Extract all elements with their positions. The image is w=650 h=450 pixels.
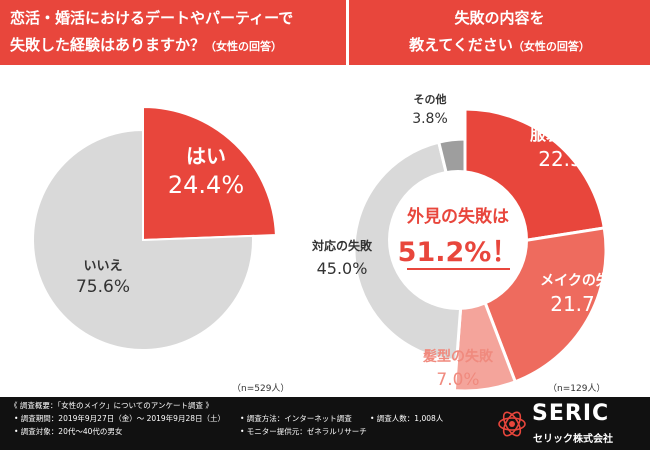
pie2-label-name-3: 対応の失敗 (311, 238, 373, 253)
pie1-label-0: はい 24.4% (168, 144, 244, 199)
pie1-label-value-1: 75.6% (76, 277, 130, 297)
pie2-label-2: 髪型の失敗 7.0% (422, 348, 494, 390)
pie1-label-value-0: 24.4% (168, 171, 244, 199)
pie1-sample-size: （n=529人） (232, 383, 289, 394)
pie1-label-name-1: いいえ (83, 259, 122, 274)
pie2-label-value-0: 22.5% (538, 147, 602, 171)
pie1-slice-1 (32, 128, 254, 351)
pie1-label-name-0: はい (186, 144, 226, 168)
pie2-sample-size: （n=129人） (548, 383, 605, 394)
pie1-slice-0 (142, 105, 277, 242)
right-header-note: （女性の回答） (512, 40, 590, 53)
survey-provider: • モニター提供元：ゼネラルリサーチ (240, 427, 367, 436)
right-header-line2: 教えてください（女性の回答） (349, 36, 650, 56)
right-header-line1: 失敗の内容を (454, 9, 545, 27)
survey-method: • 調査方法：インターネット調査 (240, 414, 352, 423)
pie2-label-0: 服装の失敗 22.5% (530, 125, 611, 171)
pie2-label-name-4: その他 (414, 92, 447, 106)
pie2-callout-circle (388, 170, 528, 310)
seric-logo-text: SERIC (532, 401, 610, 426)
pie2-callout-line1: 外見の失敗は (407, 206, 509, 227)
survey-target: • 調査対象：20代～40代の男女 (14, 427, 123, 436)
pie2-label-4: その他 3.8% (412, 92, 448, 127)
pie2-label-name-0: 服装の失敗 (530, 125, 611, 144)
pie2-label-name-1: メイクの失敗 (540, 272, 625, 289)
survey-period: • 調査期間：2019年9月27日（金）～ 2019年9月28日（土） (14, 414, 225, 423)
pie1-label-1: いいえ 75.6% (76, 259, 130, 297)
pie2-label-value-3: 45.0% (317, 259, 368, 278)
left-header-line1: 恋活・婚活におけるデートやパーティーで (10, 9, 294, 27)
pie2-label-value-2: 7.0% (436, 370, 479, 390)
left-header: 恋活・婚活におけるデートやパーティーで 失敗した経験はありますか？（女性の回答） (0, 0, 346, 65)
pie2-label-3: 対応の失敗 45.0% (311, 238, 373, 278)
right-header-question: 教えてください (409, 36, 513, 54)
company-name: セリック株式会社 (533, 434, 613, 445)
pie2-callout-line2: 51.2%！ (398, 237, 519, 268)
left-header-note: （女性の回答） (205, 40, 283, 53)
pie2-label-name-2: 髪型の失敗 (422, 348, 494, 365)
charts-area: はい 24.4% いいえ 75.6% （n=529人） 服装の失敗 22.5% メイクの失敗 2… (32, 92, 625, 394)
survey-footer: 《 調査概要：「女性のメイク」についてのアンケート調査 》 • 調査期間：201… (0, 397, 650, 450)
pie2-label-value-1: 21.7% (550, 292, 614, 316)
survey-title: 《 調査概要：「女性のメイク」についてのアンケート調査 》 (10, 401, 213, 410)
left-header-question: 失敗した経験はありますか？ (10, 36, 206, 54)
pie2-label-1: メイクの失敗 21.7% (540, 272, 625, 316)
right-header: 失敗の内容を 教えてください（女性の回答） (349, 0, 650, 65)
pie2-callout: 外見の失敗は 51.2%！ (388, 170, 528, 310)
seric-logo-icon (498, 411, 526, 437)
left-header-line2: 失敗した経験はありますか？（女性の回答） (10, 36, 282, 56)
pie2-label-value-4: 3.8% (412, 111, 448, 127)
survey-count: • 調査人数：1,008人 (370, 414, 444, 423)
